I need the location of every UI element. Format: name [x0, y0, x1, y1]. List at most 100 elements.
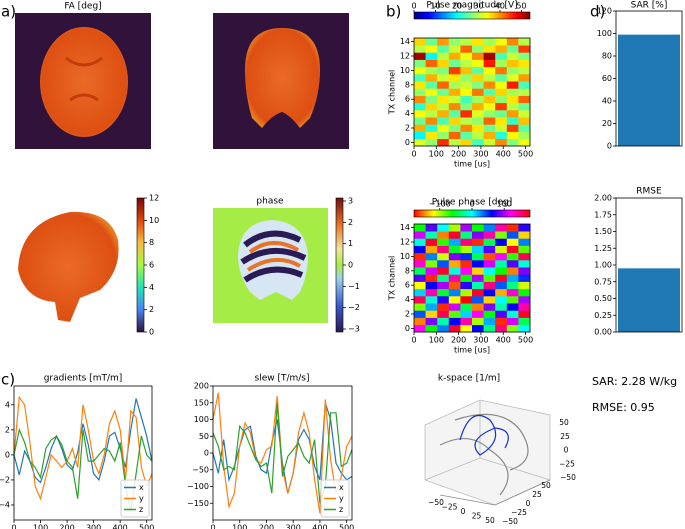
heat-cell: [437, 288, 450, 297]
heat-cell: [414, 252, 426, 261]
heat-cell: [437, 296, 450, 304]
x-tick-label: 25: [472, 512, 482, 521]
heat-cell: [448, 324, 461, 333]
y-tick-label: 2: [405, 310, 410, 319]
heat-cell: [506, 238, 519, 246]
heat-cell: [414, 310, 426, 318]
legend-label: z: [139, 505, 143, 514]
heat-cell: [506, 124, 519, 132]
y-tick-label: 200: [194, 382, 209, 391]
heat-cell: [483, 324, 496, 333]
heat-cell: [437, 102, 450, 111]
y-tick-label: 8: [405, 266, 410, 275]
y-tick-label: 0.50: [594, 294, 612, 303]
x-tick-label: 50: [485, 516, 495, 525]
heat-cell: [460, 88, 473, 96]
heat-cell: [472, 59, 484, 68]
colorbar: [413, 209, 531, 218]
axes-frame: [413, 37, 531, 147]
heat-cell: [437, 66, 450, 75]
heat-cell: [437, 274, 450, 282]
heat-cell: [425, 317, 438, 326]
heat-cell: [518, 231, 531, 239]
heat-cell: [425, 74, 438, 82]
heat-cell: [518, 267, 531, 275]
heat-cell: [483, 138, 496, 147]
heat-cell: [483, 131, 496, 140]
heat-cell: [448, 317, 461, 326]
heat-cell: [518, 296, 531, 304]
chart-title: FA [deg]: [64, 2, 101, 12]
heat-cell: [460, 224, 473, 232]
heat-cell: [460, 131, 473, 140]
heat-cell: [425, 88, 438, 96]
heat-cell: [448, 124, 461, 132]
heat-cell: [437, 124, 450, 132]
heat-cell: [518, 95, 531, 104]
y-tick-label: 25: [532, 490, 542, 499]
panel-label: c): [1, 371, 15, 389]
heat-cell: [460, 317, 473, 326]
chart-title: Pulse phase [deg]: [432, 198, 513, 208]
x-tick-label: 0: [411, 336, 416, 345]
heat-cell: [506, 252, 519, 261]
heat-cell: [495, 310, 508, 318]
y-tick-label: 0: [607, 142, 612, 151]
heat-cell: [495, 124, 508, 132]
heat-cell: [414, 95, 426, 104]
y-tick-label: 1.50: [594, 227, 612, 236]
y-tick-label: 1.25: [594, 244, 612, 253]
colorbar-tick-label: 40: [495, 2, 505, 11]
x-tick-label: 400: [312, 524, 327, 529]
y-tick-label: 0: [5, 450, 10, 459]
z-tick-label: 0: [564, 446, 569, 455]
y-tick-label: 10: [400, 66, 410, 75]
heat-cell: [448, 260, 461, 268]
line-series: [13, 395, 153, 501]
colorbar-tick-label: 8: [149, 238, 154, 247]
heat-cell: [483, 110, 496, 118]
colorbar-tick-label: 4: [149, 283, 154, 292]
y-tick-label: 1.00: [594, 261, 612, 270]
heat-cell: [495, 267, 508, 275]
x-tick-label: 300: [286, 524, 301, 529]
heat-cell: [495, 252, 508, 261]
colorbar-tick-label: 0: [469, 200, 474, 209]
heat-cell: [495, 74, 508, 82]
heat-cell: [483, 88, 496, 96]
heat-cell: [460, 138, 473, 147]
heat-cell: [460, 310, 473, 318]
y-tick-label: 6: [405, 95, 410, 104]
heat-cell: [495, 52, 508, 60]
x-tick-label: 100: [33, 524, 48, 529]
colorbar-tick-label: 6: [149, 261, 154, 270]
heat-cell: [472, 95, 484, 104]
heat-cell: [460, 252, 473, 261]
colorbar: [136, 197, 145, 333]
colorbar-tick-label: 1: [348, 239, 353, 248]
heat-cell: [437, 238, 450, 246]
heat-cell: [518, 59, 531, 68]
heat-cell: [472, 131, 484, 140]
x-tick-label: 100: [429, 150, 444, 159]
legend-label: y: [139, 494, 144, 503]
heat-cell: [506, 231, 519, 239]
heat-cell: [460, 117, 473, 125]
line-series: [212, 402, 353, 504]
heat-cell: [495, 95, 508, 104]
heat-cell: [425, 52, 438, 60]
heat-cell: [518, 117, 531, 125]
y-tick-label: 10: [400, 252, 410, 261]
kspace-box: [424, 399, 551, 506]
heat-cell: [460, 110, 473, 118]
heat-cell: [483, 66, 496, 75]
y-tick-label: 100: [194, 415, 209, 424]
heat-cell: [495, 45, 508, 53]
heat-cell: [495, 110, 508, 118]
x-tick-label: 0: [461, 507, 466, 516]
colorbar-tick-label: 50: [516, 2, 526, 11]
heat-cell: [495, 238, 508, 246]
heat-cell: [472, 317, 484, 326]
heat-cell: [483, 274, 496, 282]
colorbar-tick-label: 0: [348, 261, 353, 270]
